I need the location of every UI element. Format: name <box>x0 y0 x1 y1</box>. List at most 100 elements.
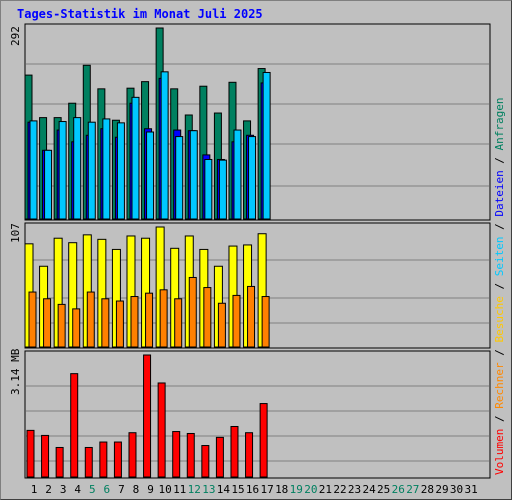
day-axis: 1 2 3 4 5 6 7 8 9 10 11 12 13 14 15 16 17 18 19 20 21 22 23 24 2… <box>31 483 478 496</box>
legend-entry: Seiten <box>493 237 506 277</box>
day-label: 20 <box>304 483 317 496</box>
day-label: 18 <box>275 483 288 496</box>
day-label: 31 <box>464 483 477 496</box>
day-label: 14 <box>217 483 231 496</box>
bar-seiten <box>29 120 38 220</box>
bar-rechner <box>159 289 168 348</box>
bar-seiten <box>160 71 169 220</box>
bar-seiten <box>248 136 257 220</box>
day-label: 27 <box>406 483 419 496</box>
legend-entry: / <box>493 409 506 429</box>
day-label: 12 <box>188 483 201 496</box>
bar-seiten <box>73 117 82 220</box>
bar-seiten <box>189 130 198 220</box>
bar-rechner <box>43 298 52 348</box>
bar-volumen <box>55 446 64 478</box>
bar-rechner <box>130 296 139 348</box>
day-label: 7 <box>118 483 125 496</box>
bar-volumen <box>99 441 108 478</box>
plot-area-bottom <box>24 350 491 479</box>
day-label: 28 <box>421 483 434 496</box>
bar-volumen <box>128 432 137 478</box>
day-label: 29 <box>435 483 448 496</box>
bar-seiten <box>44 149 53 220</box>
bar-volumen <box>172 431 181 478</box>
day-label: 22 <box>333 483 346 496</box>
legend-entry: / <box>493 276 506 296</box>
bar-volumen <box>259 403 268 478</box>
day-label: 2 <box>45 483 52 496</box>
bar-volumen <box>230 425 239 478</box>
bar-rechner <box>217 302 226 348</box>
bar-rechner <box>247 285 256 348</box>
legend-entry: Volumen <box>493 429 506 475</box>
day-label: 23 <box>348 483 361 496</box>
day-label: 11 <box>173 483 186 496</box>
day-label: 9 <box>147 483 154 496</box>
day-label: 26 <box>392 483 405 496</box>
legend-entry: Besuche <box>493 296 506 342</box>
day-label: 16 <box>246 483 259 496</box>
day-label: 8 <box>133 483 140 496</box>
legend-entry: Dateien <box>493 170 506 216</box>
day-label: 1 <box>31 483 38 496</box>
bar-volumen <box>41 434 50 478</box>
bar-seiten <box>102 118 111 220</box>
day-label: 13 <box>202 483 215 496</box>
bar-rechner <box>28 291 37 348</box>
legend-entry: Rechner <box>493 362 506 409</box>
day-label: 4 <box>74 483 81 496</box>
bar-seiten <box>204 158 213 220</box>
bar-volumen <box>84 446 93 478</box>
y-axis-label-bottom: 3.14 MB <box>9 348 22 395</box>
bar-rechner <box>232 294 241 348</box>
day-label: 10 <box>159 483 172 496</box>
legend-entry: / <box>493 150 506 170</box>
bar-rechner <box>115 300 124 348</box>
bar-seiten <box>87 121 96 220</box>
bar-seiten <box>175 136 184 220</box>
bar-seiten <box>218 159 227 220</box>
bar-seiten <box>131 96 140 220</box>
bar-seiten <box>116 122 125 220</box>
bar-rechner <box>86 291 95 348</box>
bar-seiten <box>58 121 67 220</box>
legend-entry: / <box>493 343 506 363</box>
bar-volumen <box>245 432 254 478</box>
day-label: 3 <box>60 483 67 496</box>
day-label: 5 <box>89 483 96 496</box>
bar-seiten <box>262 71 271 220</box>
y-axis-label-middle: 107 <box>9 223 22 243</box>
bar-rechner <box>188 276 197 348</box>
chart-title: Tages-Statistik im Monat Juli 2025 <box>17 7 263 21</box>
bar-seiten <box>233 129 242 220</box>
day-label: 30 <box>450 483 463 496</box>
bar-volumen <box>201 445 210 478</box>
bars-group <box>24 27 271 478</box>
legend-entry: / <box>493 217 506 237</box>
day-label: 19 <box>290 483 303 496</box>
y-axis-label-top: 292 <box>9 26 22 46</box>
bar-volumen <box>113 441 122 478</box>
bar-seiten <box>146 131 155 220</box>
day-label: 24 <box>362 483 376 496</box>
bar-rechner <box>57 303 66 348</box>
day-label: 15 <box>231 483 244 496</box>
day-label: 17 <box>260 483 273 496</box>
bar-volumen <box>26 429 35 478</box>
day-label: 25 <box>377 483 390 496</box>
day-label: 21 <box>319 483 332 496</box>
bar-rechner <box>261 296 270 348</box>
bar-volumen <box>215 436 224 478</box>
legend-entry: Anfragen <box>493 97 506 150</box>
bar-volumen <box>186 432 195 478</box>
bar-volumen <box>157 382 166 478</box>
bar-rechner <box>72 308 81 348</box>
bar-volumen <box>70 373 79 478</box>
bar-rechner <box>203 287 212 348</box>
bar-rechner <box>174 298 183 348</box>
bar-rechner <box>101 298 110 348</box>
bar-volumen <box>143 354 152 478</box>
